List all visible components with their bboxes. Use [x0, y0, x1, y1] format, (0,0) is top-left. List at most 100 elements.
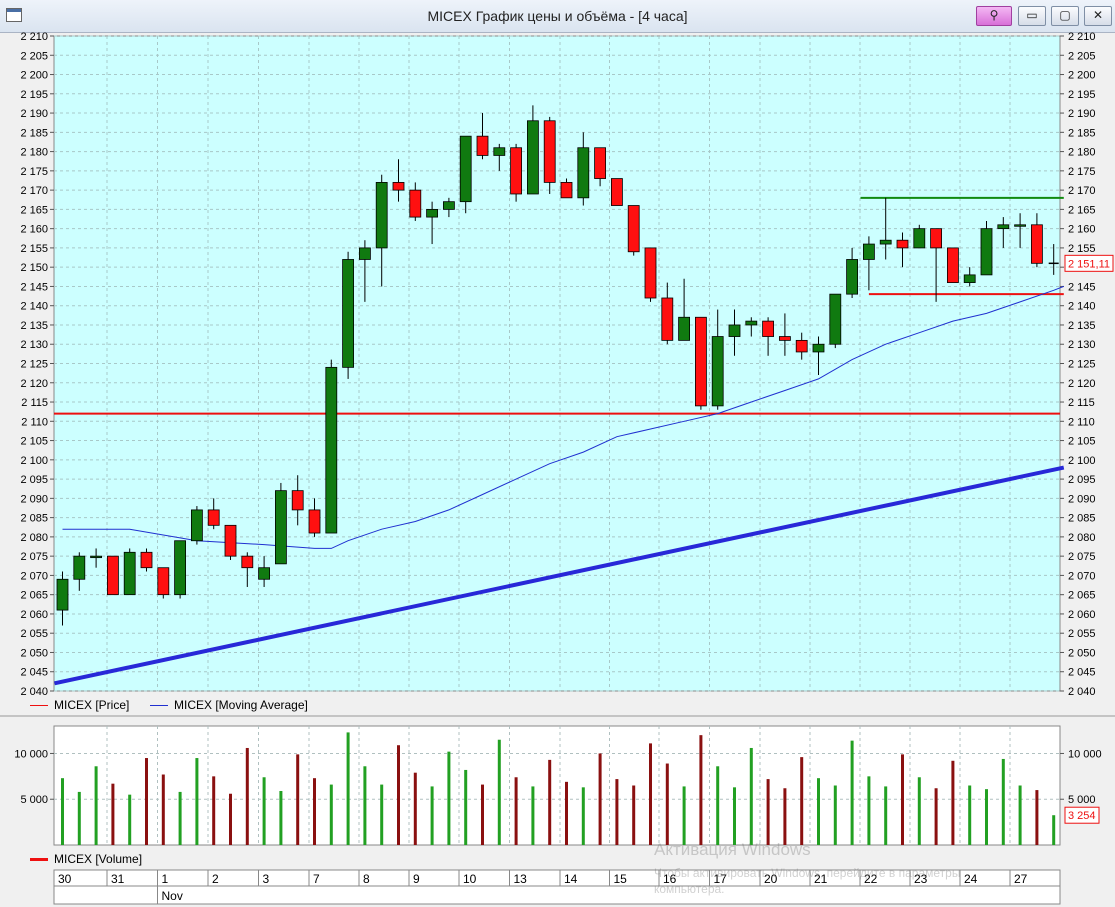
close-button[interactable]: ✕	[1084, 6, 1112, 26]
volume-bar	[94, 766, 98, 845]
volume-bar	[884, 786, 888, 845]
price-tick-label-right: 2 140	[1068, 301, 1096, 313]
candle	[1048, 244, 1059, 275]
candle-body	[493, 147, 506, 156]
price-tick-label-left: 2 135	[20, 320, 48, 332]
minimize-button[interactable]: ▭	[1018, 6, 1046, 26]
volume-bar	[212, 776, 216, 845]
volume-bar	[800, 757, 804, 845]
candle	[896, 232, 909, 268]
volume-bar	[985, 789, 988, 845]
pin-button[interactable]: ⚲	[976, 6, 1012, 26]
candle	[476, 113, 489, 160]
candle-body	[745, 320, 758, 326]
legend-price: MICEX [Price]	[30, 698, 129, 714]
time-axis-area	[53, 869, 1061, 905]
volume-bar	[262, 777, 266, 845]
volume-bar	[430, 786, 434, 845]
volume-bar	[716, 766, 720, 845]
candle-body	[157, 567, 170, 596]
price-tick-label-left: 2 140	[20, 301, 48, 313]
price-tick-label-left: 2 130	[20, 339, 48, 351]
legend-ma-swatch	[150, 705, 168, 707]
candle	[358, 240, 371, 302]
day-label: 8	[363, 872, 370, 886]
candle-body	[728, 324, 741, 337]
price-tick-label-left: 2 150	[20, 262, 48, 274]
legend-price-label: MICEX [Price]	[54, 698, 130, 712]
day-label: 1	[162, 872, 169, 886]
candle	[543, 116, 556, 194]
candle-body	[426, 208, 439, 218]
volume-bar	[531, 786, 535, 845]
candle-body	[1014, 224, 1026, 227]
candle	[426, 201, 439, 245]
volume-tick-label-left: 10 000	[14, 748, 48, 760]
volume-bar	[380, 784, 384, 845]
candle	[1014, 213, 1026, 248]
legend-volume-label: MICEX [Volume]	[54, 852, 143, 866]
candle-body	[543, 120, 556, 183]
candle	[863, 236, 875, 291]
candle	[308, 498, 321, 537]
legend-volume-swatch	[30, 858, 48, 862]
candle-body	[90, 555, 102, 559]
candle	[140, 548, 153, 572]
candle-body	[190, 509, 203, 542]
price-tick-label-left: 2 040	[20, 686, 48, 698]
volume-bar	[1018, 785, 1022, 845]
candle-body	[795, 339, 808, 353]
day-label: 14	[564, 872, 578, 886]
candle	[644, 247, 657, 302]
volume-bar	[481, 784, 484, 845]
candle	[695, 316, 707, 410]
price-tick-label-left: 2 060	[20, 609, 48, 621]
day-label: 22	[864, 872, 878, 886]
day-label: 3	[263, 872, 270, 886]
candle	[342, 251, 355, 379]
price-tick-label-left: 2 175	[20, 166, 48, 178]
volume-bar	[917, 777, 921, 845]
maximize-button[interactable]: ▢	[1051, 6, 1079, 26]
price-tick-label-left: 2 190	[20, 108, 48, 120]
legend-volume: MICEX [Volume]	[30, 852, 142, 868]
volume-bar	[733, 787, 736, 845]
volume-bar	[128, 794, 132, 845]
price-tick-label-left: 2 195	[20, 89, 48, 101]
volume-bar	[397, 745, 400, 845]
price-tick-label-right: 2 050	[1068, 647, 1096, 659]
price-tick-label-left: 2 100	[20, 455, 48, 467]
candle	[879, 197, 892, 260]
price-tick-label-right: 2 130	[1068, 339, 1096, 351]
candle-body	[291, 490, 304, 511]
price-tick-label-left: 2 185	[20, 127, 48, 139]
day-label: 7	[313, 872, 320, 886]
day-label: 23	[914, 872, 928, 886]
volume-bar	[497, 739, 501, 845]
candle-body	[459, 135, 472, 203]
window-title: MICEX График цены и объёма - [4 часа]	[427, 8, 688, 24]
price-tick-label-left: 2 170	[20, 185, 48, 197]
candle-body	[308, 509, 321, 534]
candle	[947, 247, 959, 283]
candle	[930, 228, 942, 302]
candle-body	[846, 259, 858, 295]
price-tick-label-right: 2 095	[1068, 474, 1096, 486]
price-tick-label-left: 2 070	[20, 570, 48, 582]
candle	[795, 332, 808, 360]
volume-bar	[951, 760, 955, 845]
volume-bar	[111, 783, 115, 845]
candle-body	[947, 247, 959, 283]
app-icon[interactable]	[6, 8, 22, 22]
volume-bar	[682, 786, 686, 845]
candle	[1031, 213, 1043, 268]
candle-body	[577, 147, 590, 199]
price-tick-label-right: 2 115	[1068, 397, 1095, 409]
price-tick-label-right: 2 165	[1068, 204, 1096, 216]
price-plot-area	[53, 35, 1061, 692]
candle	[611, 178, 623, 206]
candle-body	[375, 182, 388, 249]
volume-bar	[833, 785, 837, 845]
price-tick-label-left: 2 080	[20, 532, 48, 544]
